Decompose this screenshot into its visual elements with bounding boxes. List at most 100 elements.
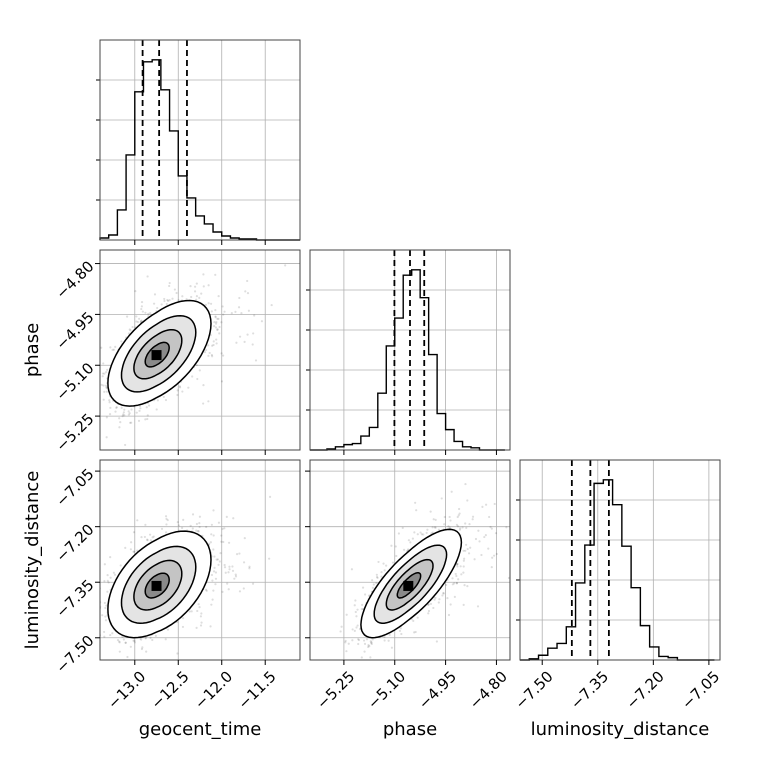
- scatter-point: [471, 515, 475, 518]
- scatter-point: [115, 667, 117, 669]
- scatter-point: [217, 295, 220, 298]
- scatter-point: [427, 603, 430, 606]
- scatter-point: [385, 564, 388, 567]
- scatter-point: [363, 593, 367, 596]
- scatter-point: [223, 566, 227, 569]
- scatter-point: [163, 297, 166, 301]
- scatter-point: [248, 565, 251, 568]
- scatter-point: [177, 524, 181, 527]
- scatter-point: [146, 414, 149, 417]
- scatter-point: [243, 537, 246, 540]
- scatter-point: [248, 567, 251, 570]
- scatter-point: [214, 583, 217, 586]
- scatter-point: [212, 589, 215, 592]
- scatter-point: [193, 285, 197, 288]
- scatter-point: [198, 525, 201, 529]
- scatter-point: [221, 305, 224, 308]
- scatter-point: [195, 626, 198, 629]
- scatter-point: [466, 584, 469, 588]
- scatter-panel-phase-vs-luminosity_distance: [305, 459, 515, 665]
- scatter-point: [464, 549, 467, 552]
- scatter-point: [104, 606, 107, 610]
- scatter-point: [138, 317, 141, 320]
- scatter-point: [414, 501, 417, 504]
- scatter-point: [362, 639, 366, 642]
- scatter-point: [146, 538, 149, 541]
- scatter-point: [488, 515, 491, 519]
- scatter-point: [149, 539, 152, 542]
- scatter-point: [222, 540, 225, 544]
- scatter-point: [181, 625, 185, 629]
- scatter-point: [171, 297, 174, 300]
- scatter-point: [467, 552, 471, 555]
- scatter-point: [111, 348, 114, 351]
- scatter-point: [284, 264, 287, 267]
- scatter-point: [382, 562, 385, 565]
- scatter-point: [165, 523, 168, 526]
- scatter-point: [119, 564, 122, 567]
- scatter-point: [134, 290, 137, 293]
- scatter-point: [242, 587, 245, 590]
- scatter-point: [191, 513, 195, 516]
- scatter-point: [458, 512, 461, 515]
- scatter-point: [214, 308, 217, 312]
- scatter-point: [176, 520, 179, 524]
- scatter-point: [361, 586, 365, 589]
- scatter-point: [210, 603, 213, 606]
- scatter-point: [413, 531, 416, 534]
- scatter-point: [437, 528, 441, 531]
- scatter-point: [208, 351, 211, 355]
- scatter-point: [178, 385, 181, 388]
- scatter-point: [127, 410, 130, 413]
- scatter-point: [136, 320, 139, 324]
- scatter-point: [109, 633, 112, 637]
- scatter-point: [120, 340, 123, 343]
- scatter-point: [339, 630, 342, 633]
- scatter-point: [189, 524, 192, 527]
- scatter-point: [390, 544, 393, 547]
- scatter-point: [419, 531, 422, 534]
- scatter-point: [181, 390, 184, 393]
- scatter-point: [453, 582, 456, 585]
- scatter-point: [152, 302, 156, 305]
- histogram-step-geocent_time: [99, 59, 300, 241]
- scatter-point: [156, 399, 159, 402]
- scatter-point: [355, 626, 358, 629]
- scatter-point: [141, 646, 144, 649]
- scatter-point: [119, 421, 122, 424]
- scatter-point: [252, 332, 255, 335]
- scatter-point: [106, 573, 109, 577]
- scatter-point: [132, 531, 136, 534]
- scatter-point: [209, 302, 213, 305]
- scatter-point: [104, 384, 108, 387]
- scatter-point: [103, 580, 106, 583]
- scatter-point: [129, 548, 132, 551]
- scatter-point: [212, 548, 215, 551]
- scatter-point: [453, 595, 456, 598]
- scatter-point: [124, 641, 127, 644]
- scatter-point: [149, 311, 152, 315]
- scatter-point: [102, 362, 105, 365]
- scatter-point: [210, 523, 213, 526]
- scatter-point: [402, 548, 406, 551]
- scatter-point: [214, 316, 217, 319]
- scatter-point: [144, 418, 147, 421]
- scatter-point: [116, 639, 120, 642]
- scatter-point: [462, 549, 465, 552]
- scatter-point: [432, 518, 435, 521]
- histogram-panel-geocent_time: [96, 39, 301, 245]
- scatter-point: [204, 303, 208, 306]
- scatter-point: [108, 413, 112, 416]
- scatter-point: [513, 527, 515, 529]
- scatter-point: [464, 522, 467, 525]
- scatter-point: [357, 638, 360, 641]
- scatter-point: [422, 533, 425, 536]
- scatter-point: [449, 519, 452, 522]
- scatter-point: [351, 628, 354, 631]
- scatter-point: [140, 638, 143, 641]
- scatter-point: [391, 561, 395, 564]
- scatter-point: [185, 298, 188, 301]
- scatter-point: [176, 389, 179, 392]
- scatter-point: [268, 557, 271, 560]
- scatter-point: [200, 292, 203, 295]
